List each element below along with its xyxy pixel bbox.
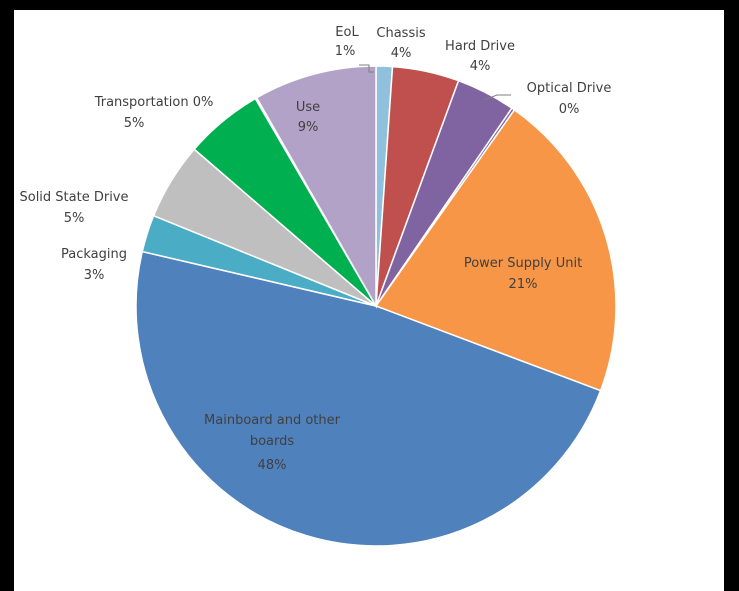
- label-psu-name: Power Supply Unit: [464, 256, 582, 271]
- pie-chart: EoL 1% Chassis 4% Hard Drive 4% Optical …: [19, 25, 617, 547]
- label-transportation-name: Transportation 0%: [94, 95, 214, 110]
- label-psu-percent: 21%: [509, 277, 538, 292]
- label-hard-drive-name: Hard Drive: [445, 39, 515, 54]
- label-use-name: Use: [296, 100, 320, 115]
- label-mainboard-percent: 48%: [258, 458, 287, 473]
- label-optical-drive-name: Optical Drive: [527, 81, 612, 96]
- label-transportation-percent: 5%: [124, 116, 145, 131]
- label-eol-percent: 1%: [335, 44, 356, 59]
- label-packaging-percent: 3%: [84, 268, 105, 283]
- label-ssd-name: Solid State Drive: [19, 190, 128, 205]
- label-use-percent: 9%: [298, 120, 319, 135]
- chart-frame: EoL 1% Chassis 4% Hard Drive 4% Optical …: [14, 10, 724, 591]
- pie-slices: [135, 65, 617, 547]
- label-eol-name: EoL: [335, 25, 359, 40]
- eol-leader-line: [359, 64, 374, 73]
- optical-drive-leader-line: [483, 94, 511, 101]
- label-chassis-percent: 4%: [391, 46, 412, 61]
- pie-slice-power-supply-unit: [374, 108, 617, 392]
- label-chassis-name: Chassis: [376, 26, 425, 41]
- pie-slice-mainboard-and-other-boards: [135, 250, 602, 547]
- label-packaging-name: Packaging: [61, 247, 127, 262]
- label-optical-drive-percent: 0%: [559, 102, 580, 117]
- label-mainboard-name-line1: Mainboard and other: [204, 413, 341, 428]
- pie-slice-use: [255, 65, 377, 309]
- label-mainboard-name-line2: boards: [250, 434, 295, 449]
- label-ssd-percent: 5%: [64, 211, 85, 226]
- label-hard-drive-percent: 4%: [470, 59, 491, 74]
